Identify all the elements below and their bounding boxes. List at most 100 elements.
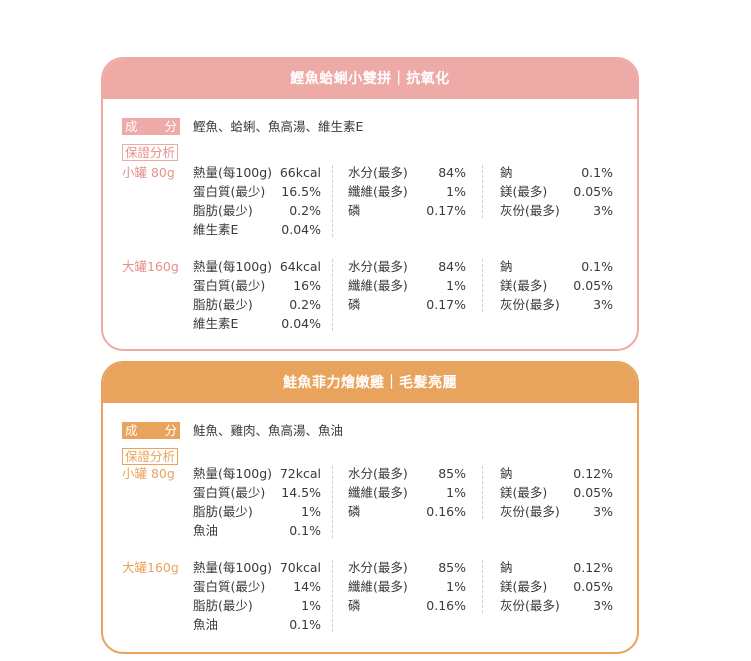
nutrition-row: 磷 0.17%	[348, 295, 466, 314]
nutrition-col3: 鈉 0.12% 鎂(最多) 0.05% 灰份(最多) 3%	[500, 558, 613, 615]
nutrient-value: 0.1%	[289, 523, 321, 538]
nutrient-value: 0.1%	[289, 617, 321, 632]
nutrient-name: 蛋白質(最少)	[193, 579, 266, 594]
nutrient-value: 0.17%	[426, 297, 466, 312]
nutrition-col2: 水分(最多) 85% 纖維(最多) 1% 磷 0.16%	[348, 464, 466, 521]
nutrition-row: 纖維(最多) 1%	[348, 577, 466, 596]
ingredients-tag: 成 分	[122, 118, 180, 135]
nutrient-name: 維生素E	[193, 222, 239, 237]
nutrition-row: 纖維(最多) 1%	[348, 483, 466, 502]
analysis-tag: 保證分析	[122, 448, 179, 465]
size-label: 大罐160g	[122, 560, 179, 575]
nutrient-value: 16%	[293, 278, 321, 293]
nutrition-col1: 熱量(每100g) 72kcal 蛋白質(最少) 14.5% 脂肪(最少) 1% 魚油 0.1…	[193, 464, 321, 540]
nutrition-row: 灰份(最多) 3%	[500, 201, 613, 220]
product-card-bonito-clam: 鰹魚蛤蜊小雙拼｜抗氧化 成 分 鰹魚、蛤蜊、魚高湯、維生素E 保證分析 小罐 8…	[101, 57, 639, 351]
nutrient-value: 0.04%	[281, 316, 321, 331]
nutrition-col1: 熱量(每100g) 70kcal 蛋白質(最少) 14% 脂肪(最少) 1% 魚油 0.1%	[193, 558, 321, 634]
nutrition-row: 鈉 0.1%	[500, 163, 613, 182]
nutrient-value: 0.16%	[426, 598, 466, 613]
nutrient-name: 灰份(最多)	[500, 297, 560, 312]
nutrition-col1: 熱量(每100g) 64kcal 蛋白質(最少) 16% 脂肪(最少) 0.2% 維生素E 0…	[193, 257, 321, 333]
nutrition-row: 灰份(最多) 3%	[500, 295, 613, 314]
column-divider	[332, 165, 333, 237]
nutrient-name: 蛋白質(最少)	[193, 278, 266, 293]
nutrition-row: 鎂(最多) 0.05%	[500, 483, 613, 502]
nutrition-row: 鈉 0.12%	[500, 558, 613, 577]
nutrient-name: 維生素E	[193, 316, 239, 331]
nutrition-row: 灰份(最多) 3%	[500, 502, 613, 521]
nutrition-col3: 鈉 0.12% 鎂(最多) 0.05% 灰份(最多) 3%	[500, 464, 613, 521]
analysis-tag: 保證分析	[122, 144, 179, 161]
nutrition-row: 脂肪(最少) 0.2%	[193, 295, 321, 314]
nutrition-row: 鎂(最多) 0.05%	[500, 276, 613, 295]
nutrient-name: 纖維(最多)	[348, 184, 408, 199]
nutrient-name: 纖維(最多)	[348, 579, 408, 594]
nutrition-row: 鎂(最多) 0.05%	[500, 182, 613, 201]
nutrition-row: 脂肪(最少) 1%	[193, 502, 321, 521]
size-label: 小罐 80g	[122, 165, 175, 180]
nutrient-name: 熱量(每100g)	[193, 259, 273, 274]
nutrient-name: 鎂(最多)	[500, 184, 548, 199]
nutrient-value: 0.12%	[573, 560, 613, 575]
card-title: 鮭魚菲力燴嫩雞｜毛髮亮麗	[103, 363, 637, 403]
nutrient-value: 85%	[438, 466, 466, 481]
nutrition-row: 鈉 0.12%	[500, 464, 613, 483]
nutrient-value: 70kcal	[279, 560, 321, 575]
nutrient-name: 脂肪(最少)	[193, 297, 253, 312]
nutrient-value: 0.04%	[281, 222, 321, 237]
nutrient-name: 磷	[348, 598, 361, 613]
nutrition-row: 磷 0.17%	[348, 201, 466, 220]
nutrient-value: 66kcal	[279, 165, 321, 180]
nutrition-row: 蛋白質(最少) 16.5%	[193, 182, 321, 201]
nutrient-value: 1%	[446, 485, 466, 500]
nutrient-value: 0.05%	[573, 579, 613, 594]
nutrient-name: 鈉	[500, 560, 513, 575]
nutrient-name: 水分(最多)	[348, 165, 408, 180]
nutrition-row: 魚油 0.1%	[193, 521, 321, 540]
nutrient-value: 0.05%	[573, 485, 613, 500]
nutrient-value: 0.17%	[426, 203, 466, 218]
nutrition-row: 魚油 0.1%	[193, 615, 321, 634]
nutrition-row: 水分(最多) 84%	[348, 163, 466, 182]
nutrient-name: 鎂(最多)	[500, 278, 548, 293]
nutrient-value: 64kcal	[279, 259, 321, 274]
nutrient-name: 磷	[348, 203, 361, 218]
nutrient-value: 0.05%	[573, 184, 613, 199]
nutrient-value: 1%	[301, 598, 321, 613]
nutrition-row: 蛋白質(最少) 14%	[193, 577, 321, 596]
nutrient-name: 鎂(最多)	[500, 579, 548, 594]
nutrient-name: 蛋白質(最少)	[193, 485, 266, 500]
nutrient-name: 磷	[348, 504, 361, 519]
nutrient-value: 3%	[593, 203, 613, 218]
nutrient-name: 脂肪(最少)	[193, 504, 253, 519]
nutrition-row: 蛋白質(最少) 16%	[193, 276, 321, 295]
nutrition-col3: 鈉 0.1% 鎂(最多) 0.05% 灰份(最多) 3%	[500, 257, 613, 314]
nutrient-value: 1%	[446, 278, 466, 293]
nutrition-row: 蛋白質(最少) 14.5%	[193, 483, 321, 502]
nutrition-col2: 水分(最多) 84% 纖維(最多) 1% 磷 0.17%	[348, 163, 466, 220]
ingredients-tag: 成 分	[122, 422, 180, 439]
card-title: 鰹魚蛤蜊小雙拼｜抗氧化	[103, 59, 637, 99]
nutrition-col2: 水分(最多) 85% 纖維(最多) 1% 磷 0.16%	[348, 558, 466, 615]
nutrition-row: 維生素E 0.04%	[193, 314, 321, 333]
nutrition-row: 纖維(最多) 1%	[348, 276, 466, 295]
nutrient-name: 水分(最多)	[348, 259, 408, 274]
column-divider	[482, 165, 483, 218]
nutrient-value: 0.05%	[573, 278, 613, 293]
nutrition-row: 熱量(每100g) 72kcal	[193, 464, 321, 483]
nutrition-row: 脂肪(最少) 0.2%	[193, 201, 321, 220]
nutrient-name: 熱量(每100g)	[193, 560, 273, 575]
nutrient-name: 纖維(最多)	[348, 278, 408, 293]
nutrient-value: 84%	[438, 259, 466, 274]
nutrient-name: 磷	[348, 297, 361, 312]
nutrient-name: 水分(最多)	[348, 466, 408, 481]
size-label: 小罐 80g	[122, 466, 175, 481]
nutrient-name: 熱量(每100g)	[193, 466, 273, 481]
nutrient-name: 鈉	[500, 259, 513, 274]
nutrient-name: 魚油	[193, 617, 219, 632]
nutrient-value: 1%	[446, 579, 466, 594]
nutrient-value: 3%	[593, 504, 613, 519]
nutrition-row: 水分(最多) 85%	[348, 558, 466, 577]
nutrient-value: 84%	[438, 165, 466, 180]
